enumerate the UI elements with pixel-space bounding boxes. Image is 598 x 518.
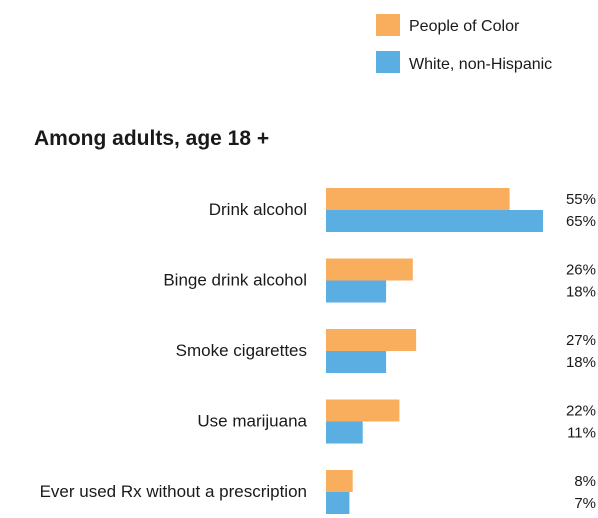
value-label-white-non-hispanic-smoke-cigarettes: 18% [566,354,596,371]
legend-swatch-white-non-hispanic [376,51,400,73]
value-label-people-of-color-drink-alcohol: 55% [566,191,596,208]
legend-label-white-non-hispanic: White, non-Hispanic [409,56,552,73]
bar-white-non-hispanic-smoke-cigarettes [326,351,387,373]
bar-white-non-hispanic-use-marijuana [326,421,363,444]
value-label-people-of-color-ever-used-rx-without-a-prescription: 8% [574,473,596,490]
legend-label-people-of-color: People of Color [409,18,520,35]
value-label-white-non-hispanic-drink-alcohol: 65% [566,213,596,230]
value-label-white-non-hispanic-binge-drink-alcohol: 18% [566,284,596,301]
legend-swatch-people-of-color [376,14,400,36]
bar-people-of-color-binge-drink-alcohol [326,258,413,281]
bar-people-of-color-drink-alcohol [326,188,510,210]
category-label-use-marijuana: Use marijuana [197,412,307,431]
value-label-people-of-color-binge-drink-alcohol: 26% [566,262,596,279]
bar-white-non-hispanic-binge-drink-alcohol [326,280,387,303]
value-label-white-non-hispanic-use-marijuana: 11% [567,425,596,442]
value-label-people-of-color-smoke-cigarettes: 27% [566,332,596,349]
category-label-ever-used-rx-without-a-prescription: Ever used Rx without a prescription [40,482,307,501]
bar-people-of-color-use-marijuana [326,399,400,422]
category-label-drink-alcohol: Drink alcohol [209,200,307,219]
bar-people-of-color-smoke-cigarettes [326,329,417,351]
chart-subtitle: Among adults, age 18 + [34,127,269,150]
category-label-smoke-cigarettes: Smoke cigarettes [176,341,307,360]
bar-people-of-color-ever-used-rx-without-a-prescription [326,470,353,492]
bar-white-non-hispanic-drink-alcohol [326,210,543,232]
value-label-white-non-hispanic-ever-used-rx-without-a-prescription: 7% [574,495,596,512]
bar-marks: Drink alcohol 55% 65% Binge drink alcohol 26… [40,188,596,514]
bar-white-non-hispanic-ever-used-rx-without-a-prescription [326,492,350,514]
category-label-binge-drink-alcohol: Binge drink alcohol [163,271,307,290]
value-label-people-of-color-use-marijuana: 22% [566,403,596,420]
